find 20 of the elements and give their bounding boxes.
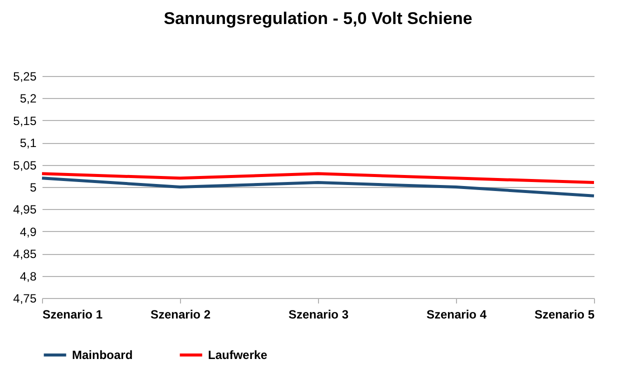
y-tick-label: 5,25 xyxy=(13,70,37,84)
y-tick-label: 4,8 xyxy=(20,269,37,284)
y-tick-label: 4,95 xyxy=(13,202,37,217)
y-tick-label: 5 xyxy=(30,180,37,194)
x-tick-label: Szenario 4 xyxy=(426,308,487,322)
y-tick-label: 5,05 xyxy=(13,158,37,172)
chart-title: Sannungsregulation - 5,0 Volt Schiene xyxy=(164,9,472,28)
line-series xyxy=(40,176,596,198)
y-tick-label: 5,15 xyxy=(13,114,37,128)
x-tick-label: Szenario 1 xyxy=(42,308,103,322)
legend-label: Mainboard xyxy=(72,348,133,362)
y-tick-label: 5,2 xyxy=(20,92,37,106)
legend-label: Laufwerke xyxy=(208,348,268,362)
x-tick-label: Szenario 3 xyxy=(288,308,349,322)
y-tick-label: 4,75 xyxy=(13,292,37,306)
x-tick-label: Szenario 2 xyxy=(150,308,211,322)
y-tick-label: 4,85 xyxy=(13,247,37,262)
y-tick-label: 5,1 xyxy=(20,136,37,150)
x-tick-label: Szenario 5 xyxy=(534,308,595,322)
y-tick-label: 4,9 xyxy=(20,224,37,239)
